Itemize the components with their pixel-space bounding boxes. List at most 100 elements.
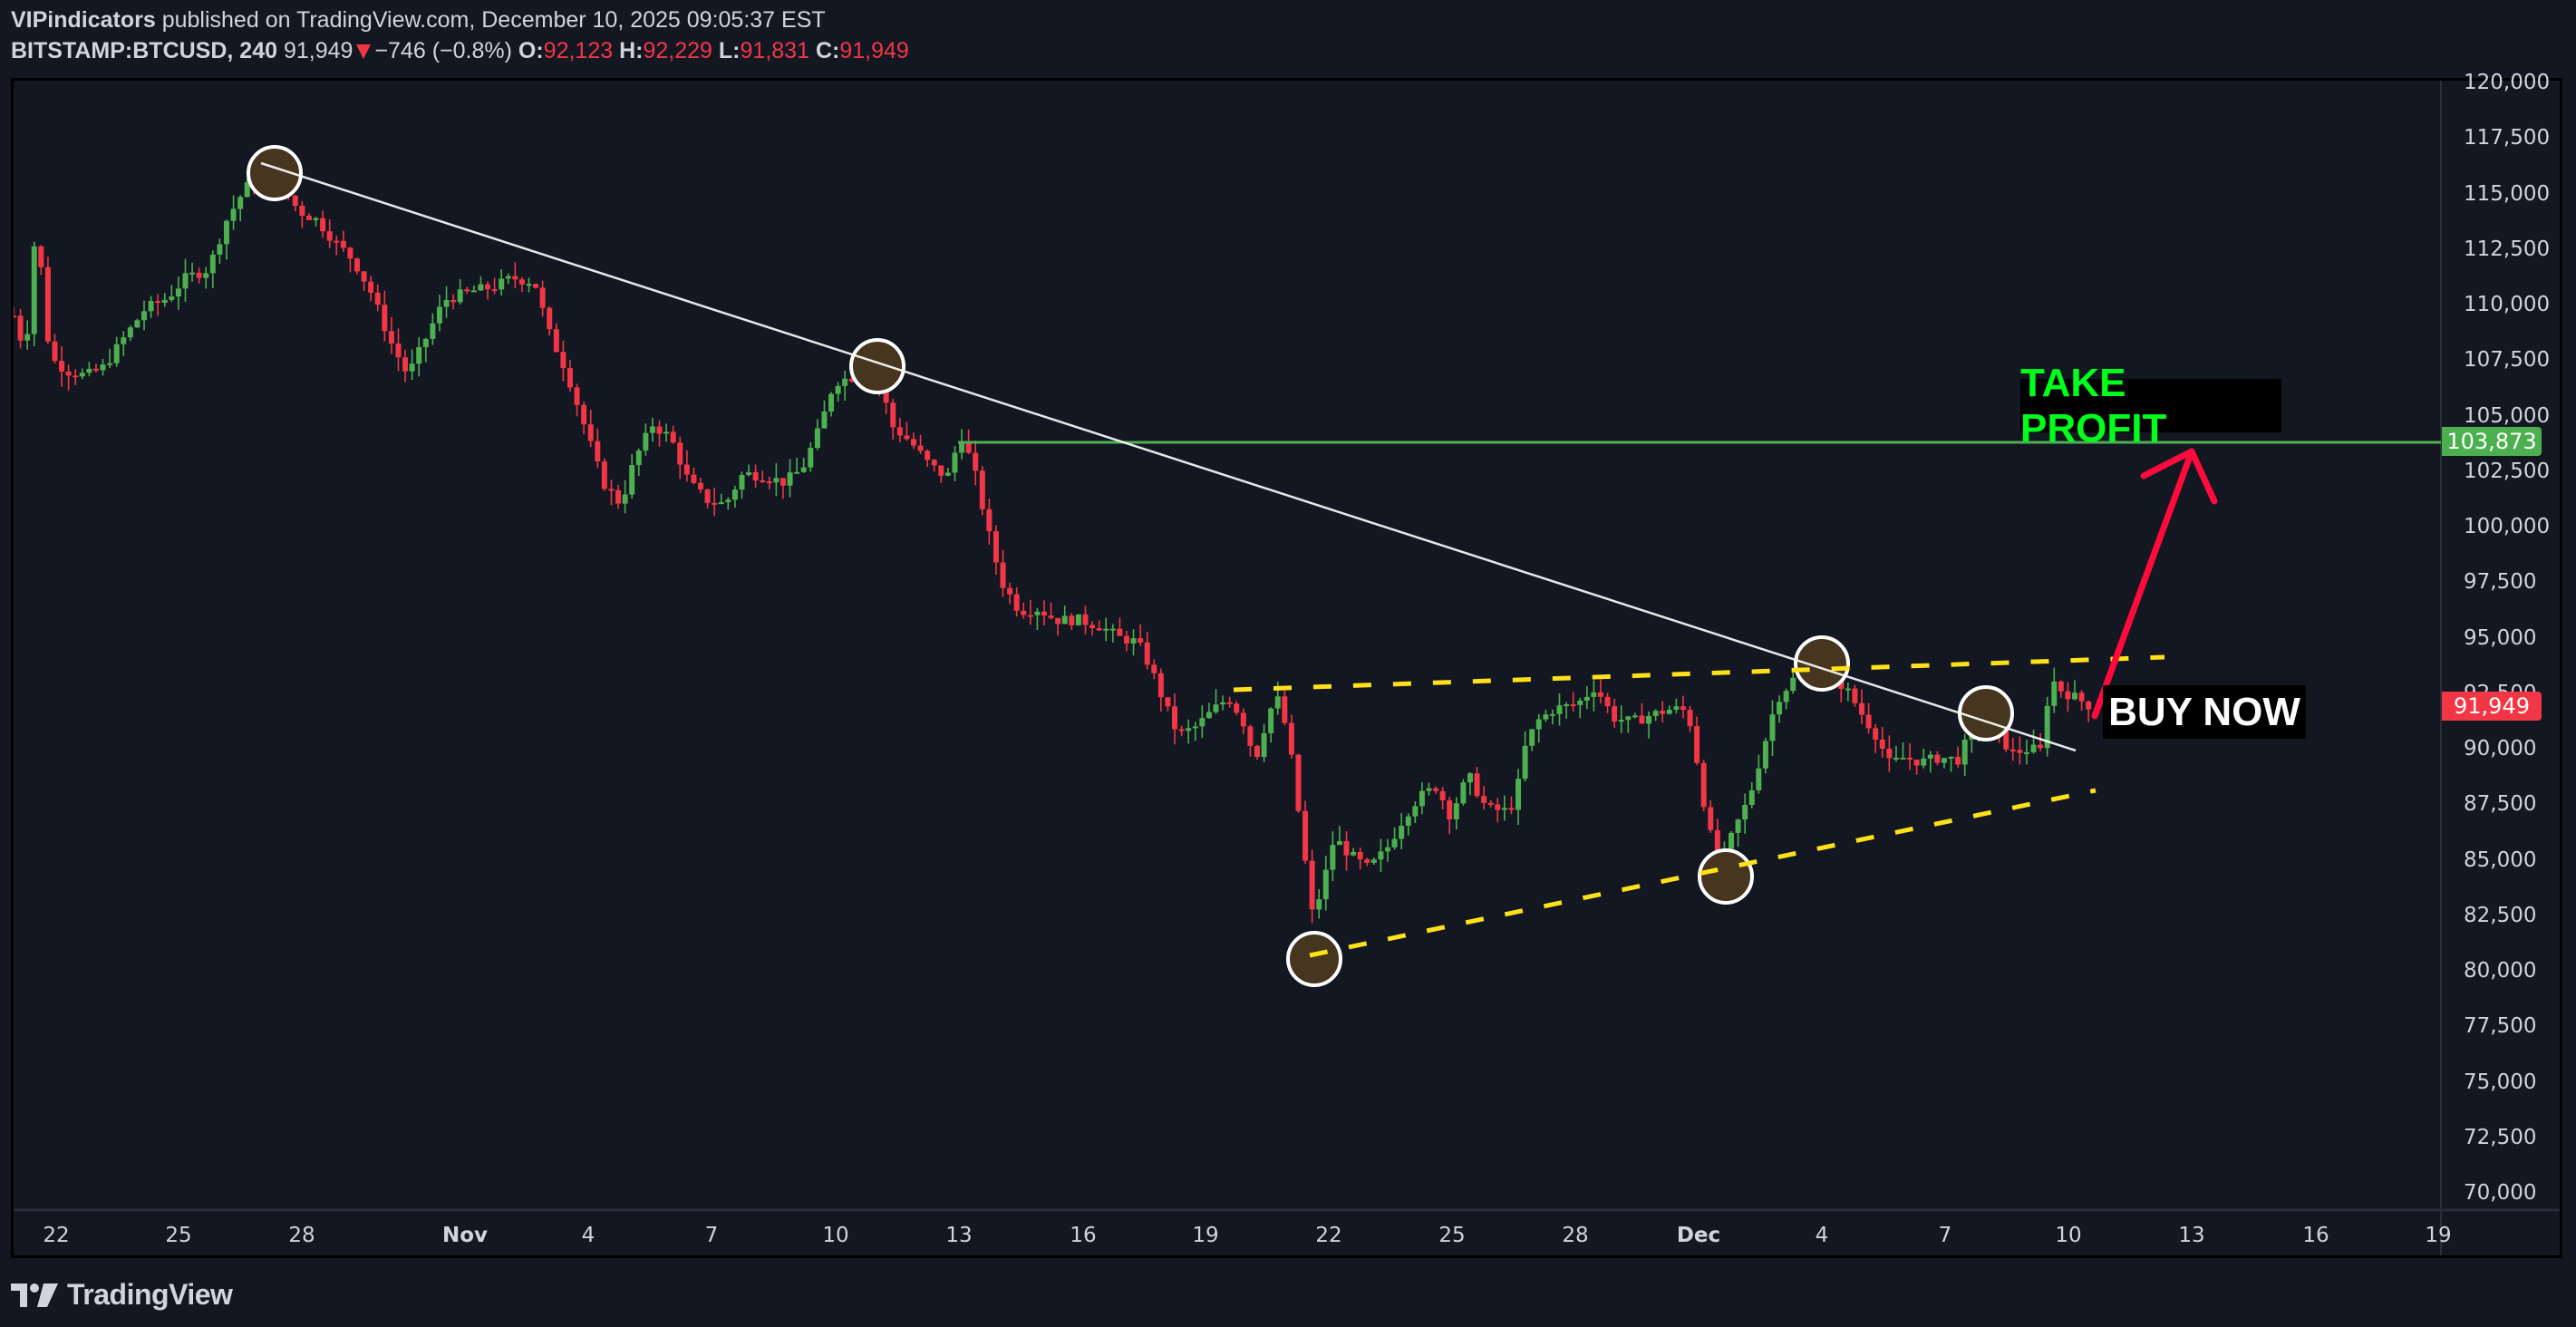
candle-body (1735, 819, 1741, 833)
candle-body (1130, 638, 1137, 644)
candle-body (1186, 728, 1192, 731)
candle-body (1034, 611, 1041, 615)
candle-body (649, 426, 655, 433)
candle-body (1206, 712, 1212, 719)
candle-body (1604, 696, 1611, 707)
candle-body (320, 218, 326, 232)
candle-body (1474, 773, 1480, 797)
candle-body (904, 435, 910, 440)
candle-body (1138, 638, 1144, 643)
candle-body (615, 489, 622, 504)
time-tick: 16 (2302, 1224, 2329, 1247)
candle-body (1762, 741, 1768, 769)
candle-body (718, 502, 724, 505)
candle-body (1055, 617, 1061, 625)
candle-body (1234, 703, 1240, 713)
down-triangle-icon (356, 44, 372, 60)
candle-body (121, 337, 127, 344)
price-tick: 112,500 (2464, 237, 2551, 261)
candle-body (1660, 711, 1666, 714)
candle-body (656, 426, 663, 434)
price-tick: 70,000 (2464, 1181, 2537, 1205)
close-value: 91,949 (839, 38, 909, 63)
candle-body (292, 195, 298, 207)
candle-body (2065, 691, 2071, 700)
candle-body (1351, 851, 1357, 856)
candle-body (450, 299, 457, 303)
candle-body (1412, 806, 1419, 817)
candle-body (1357, 851, 1363, 859)
candle-body (422, 338, 429, 347)
candle-body (1109, 628, 1116, 631)
candle-body (148, 301, 154, 312)
high-label: H: (619, 38, 644, 63)
candle-body (1756, 768, 1762, 790)
price-tick: 80,000 (2464, 959, 2537, 983)
candle-body (2051, 681, 2058, 706)
candle-body (773, 478, 780, 483)
price-tick: 120,000 (2464, 71, 2551, 94)
candle-body (416, 346, 422, 364)
candle-body (1597, 692, 1603, 697)
time-tick: 25 (1438, 1224, 1466, 1247)
candle-body (1378, 851, 1384, 860)
candle-body (1391, 838, 1398, 848)
candle-body (73, 375, 79, 378)
candle-body (134, 320, 140, 328)
arrow-shaft (2091, 448, 2195, 720)
candle-body (244, 182, 250, 198)
candle-body (1777, 702, 1783, 715)
candle-body (808, 448, 814, 468)
candle-body (2044, 705, 2050, 749)
price-tick: 107,500 (2464, 348, 2551, 373)
candle-body (1955, 756, 1961, 765)
candle-body (1893, 758, 1899, 760)
low-value: 91,831 (740, 38, 809, 63)
candle-body (794, 471, 800, 474)
candle-body (1708, 807, 1714, 830)
candle-body (1282, 696, 1288, 723)
candle-body (1240, 712, 1246, 727)
tradingview-logo[interactable]: TradingView (11, 1278, 233, 1312)
time-tick: 7 (1938, 1224, 1952, 1247)
candle-body (1453, 803, 1459, 819)
buy-now-label[interactable]: BUY NOW (2103, 685, 2306, 739)
ohlc-legend: BITSTAMP:BTCUSD, 240 91,949 −746 (−0.8%) … (11, 38, 909, 64)
author-name[interactable]: VIPindicators (11, 7, 156, 33)
candle-body (842, 378, 848, 386)
time-tick: 28 (288, 1224, 315, 1247)
candle-body (1673, 706, 1680, 710)
candle-body (2086, 701, 2092, 710)
candle-body (1048, 615, 1054, 618)
symbol-label: BITSTAMP:BTCUSD, 240 (11, 38, 278, 63)
time-tick: 19 (1192, 1224, 1219, 1247)
candle-body (828, 393, 835, 412)
candle-body (1769, 714, 1776, 741)
highlight-circle (1286, 931, 1342, 987)
candle-body (1254, 745, 1260, 758)
candle-body (326, 231, 333, 241)
candle-body (931, 460, 937, 466)
candle-body (1742, 804, 1748, 820)
candle-body (2030, 744, 2037, 752)
candle-body (1157, 673, 1164, 698)
candle-body (691, 474, 697, 483)
take-profit-price-label: 103,873 (2442, 427, 2542, 456)
candle-body (230, 208, 237, 221)
candle-body (1075, 614, 1081, 625)
highlight-circle (247, 145, 303, 201)
candle-body (505, 276, 511, 279)
candle-body (1927, 754, 1933, 759)
take-profit-label[interactable]: TAKE PROFIT (2020, 361, 2281, 450)
candle-body (1790, 677, 1796, 692)
price-tick: 110,000 (2464, 293, 2551, 316)
candle-body (1295, 754, 1302, 811)
close-label: C: (815, 38, 840, 63)
candle-body (374, 292, 381, 305)
candle-body (539, 287, 546, 308)
open-label: O: (518, 38, 544, 63)
time-tick: Dec (1676, 1224, 1721, 1247)
candle-body (2009, 749, 2016, 751)
candle-body (731, 489, 738, 500)
